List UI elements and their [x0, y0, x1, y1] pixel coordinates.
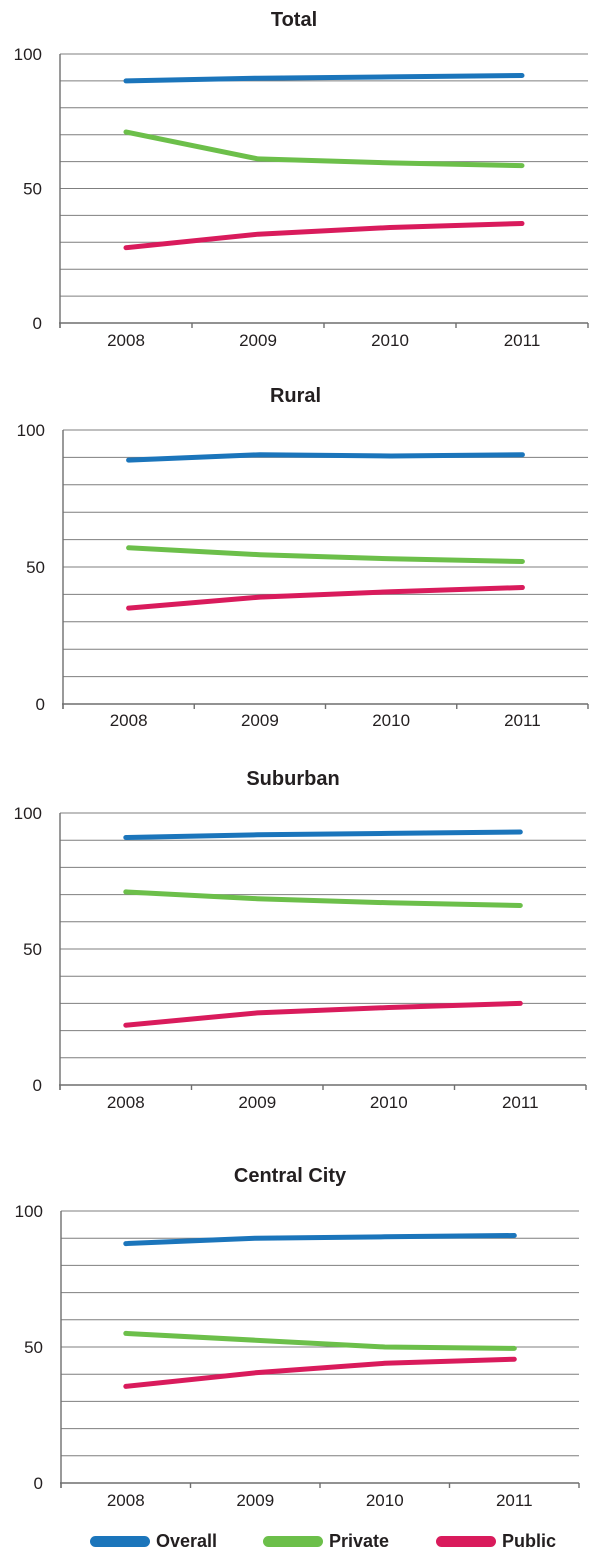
x-tick-label-total: 2009 [239, 331, 277, 350]
x-tick-label-total: 2011 [504, 331, 541, 350]
y-tick-label-total: 0 [33, 314, 42, 333]
y-tick-label-total: 50 [23, 180, 42, 199]
x-tick-label-rural: 2009 [241, 711, 279, 730]
series-line-overall-total [123, 73, 525, 84]
legend-item-public: Public [436, 1528, 556, 1554]
x-tick-label-suburban: 2008 [107, 1093, 145, 1112]
legend-swatch-overall [90, 1535, 150, 1547]
series-line-private-total [123, 129, 525, 169]
x-tick-label-total: 2010 [371, 331, 409, 350]
legend-swatch-public [436, 1535, 496, 1547]
x-tick-label-suburban: 2010 [370, 1093, 408, 1112]
legend-swatch-private [263, 1535, 323, 1547]
x-tick-label-rural: 2010 [372, 711, 410, 730]
series-line-public-total [123, 221, 525, 251]
legend: Overall Private Public [0, 1528, 589, 1558]
chart-title-rural: Rural [270, 385, 321, 407]
series-line-overall-suburban [123, 829, 523, 840]
y-tick-label-rural: 0 [36, 695, 45, 714]
legend-label-private: Private [329, 1530, 390, 1551]
legend-item-overall: Overall [90, 1528, 217, 1554]
y-tick-label-central-city: 50 [24, 1338, 43, 1357]
legend-label-overall: Overall [156, 1530, 218, 1551]
x-tick-label-central-city: 2010 [366, 1491, 404, 1510]
x-tick-label-suburban: 2009 [238, 1093, 276, 1112]
series-line-overall-central-city [123, 1233, 517, 1247]
y-tick-label-suburban: 50 [23, 940, 42, 959]
chart-title-suburban: Suburban [246, 768, 339, 790]
x-tick-label-central-city: 2011 [496, 1491, 533, 1510]
y-tick-label-suburban: 0 [33, 1076, 42, 1095]
series-line-public-central-city [123, 1356, 517, 1389]
legend-item-private: Private [263, 1528, 389, 1554]
x-tick-label-suburban: 2011 [502, 1093, 539, 1112]
y-tick-label-suburban: 100 [14, 804, 42, 823]
charts-canvas: Total 0 50 100 2008 2009 2010 2011 Rural 0 50 100 20… [14, 9, 589, 1510]
y-tick-label-rural: 50 [26, 558, 45, 577]
series-line-public-suburban [123, 1000, 523, 1028]
y-tick-label-central-city: 0 [34, 1474, 43, 1493]
series-line-private-rural [126, 545, 525, 564]
series-line-private-suburban [123, 889, 523, 908]
y-tick-label-rural: 100 [17, 421, 45, 440]
x-tick-label-central-city: 2008 [107, 1491, 145, 1510]
series-line-overall-rural [126, 452, 525, 463]
x-tick-label-rural: 2008 [110, 711, 148, 730]
y-tick-label-central-city: 100 [15, 1202, 43, 1221]
chart-title-total: Total [271, 9, 317, 31]
series-line-public-rural [126, 585, 525, 611]
chart-title-central-city: Central City [234, 1165, 347, 1187]
x-tick-label-central-city: 2009 [236, 1491, 274, 1510]
legend-label-public: Public [502, 1530, 557, 1551]
x-tick-label-total: 2008 [107, 331, 145, 350]
series-line-private-central-city [123, 1330, 517, 1351]
x-tick-label-rural: 2011 [504, 711, 541, 730]
y-tick-label-total: 100 [14, 45, 42, 64]
